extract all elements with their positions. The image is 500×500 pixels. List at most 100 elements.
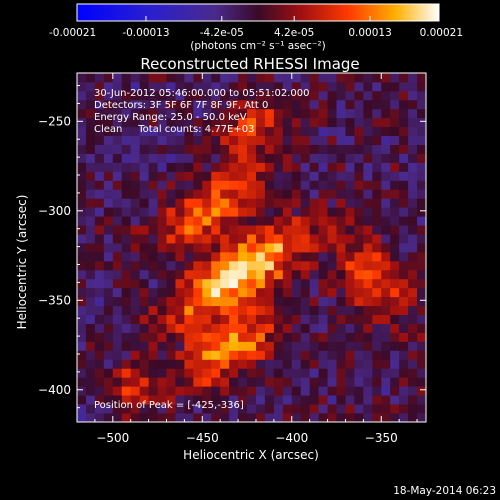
heatmap-cell (345, 99, 355, 110)
heatmap-cell (229, 99, 239, 110)
heatmap-cell (408, 314, 418, 324)
heatmap-cell (408, 144, 418, 154)
heatmap-cell (130, 251, 141, 262)
heatmap-cell (327, 278, 337, 289)
heatmap-cell (345, 234, 355, 244)
heatmap-cell (184, 99, 194, 110)
heatmap-cell (399, 81, 409, 92)
heatmap-cell (354, 404, 364, 414)
heatmap-cell (112, 207, 123, 217)
heatmap-cell (77, 216, 87, 226)
heatmap-cell (408, 81, 418, 92)
heatmap-cell (175, 296, 185, 307)
heatmap-cell (247, 135, 257, 145)
heatmap-cell (77, 234, 87, 244)
heatmap-cell (175, 144, 185, 154)
heatmap-cell (300, 305, 311, 316)
heatmap-cell (175, 287, 185, 298)
heatmap-cell (318, 395, 328, 405)
heatmap-cell (130, 234, 141, 244)
heatmap-cell (363, 108, 373, 119)
heatmap-cell (157, 323, 167, 333)
heatmap-cell (417, 162, 427, 172)
heatmap-cell (336, 323, 346, 333)
heatmap-cell (327, 359, 337, 369)
heatmap-cell (381, 73, 391, 83)
heatmap-cell (166, 171, 176, 181)
heatmap-cell (175, 404, 185, 414)
heatmap-cell (273, 377, 284, 387)
heatmap-cell (148, 314, 158, 324)
heatmap-cell (85, 189, 96, 199)
heatmap-cell (247, 153, 257, 163)
heatmap-cell (273, 341, 284, 351)
heatmap-cell (255, 117, 266, 128)
heatmap-cell (166, 359, 176, 369)
heatmap-cell (112, 287, 123, 298)
heatmap-cell (94, 198, 105, 208)
heatmap-cell (94, 404, 105, 414)
heatmap-cell (103, 305, 114, 316)
heatmap-cell (273, 153, 284, 163)
heatmap-cell (264, 216, 275, 226)
heatmap-cell (417, 251, 427, 262)
heatmap-cell (282, 207, 293, 217)
heatmap-cell (85, 269, 96, 280)
heatmap-cell (85, 305, 96, 316)
heatmap-cell (255, 341, 266, 351)
heatmap-cell (273, 225, 284, 235)
heatmap-cell (255, 135, 266, 145)
heatmap-cell (121, 135, 132, 145)
heatmap-cell (139, 251, 149, 262)
heatmap-cell (157, 377, 167, 387)
heatmap-cell (157, 81, 167, 92)
heatmap-cell (139, 395, 149, 405)
heatmap-cell (202, 126, 212, 137)
heatmap-cell (309, 225, 320, 235)
heatmap-cell (166, 368, 176, 378)
heatmap-cell (112, 189, 123, 199)
heatmap-cell (103, 350, 114, 360)
heatmap-cell (363, 377, 373, 387)
heatmap-cell (408, 171, 418, 181)
heatmap-cell (336, 350, 346, 360)
heatmap-cell (282, 162, 293, 172)
heatmap-cell (255, 314, 266, 324)
heatmap-cell (282, 198, 293, 208)
heatmap-cell (363, 144, 373, 154)
heatmap-cell (408, 135, 418, 145)
heatmap-cell (166, 108, 176, 119)
heatmap-cell (238, 368, 248, 378)
heatmap-cell (148, 117, 158, 128)
heatmap-cell (139, 287, 149, 298)
heatmap-cell (148, 368, 158, 378)
heatmap-cell (381, 225, 391, 235)
heatmap-cell (229, 305, 239, 316)
heatmap-cell (202, 368, 212, 378)
heatmap-cell (139, 162, 149, 172)
heatmap-cell (220, 332, 230, 342)
heatmap-cell (85, 180, 96, 190)
heatmap-cell (318, 323, 328, 333)
heatmap-cell (354, 341, 364, 351)
plot-area: −500 −450 −400 −350−250−300−350−400 30-Jun-… (38, 72, 427, 445)
heatmap-cell (220, 323, 230, 333)
heatmap-cell (336, 278, 346, 289)
heatmap-cell (175, 386, 185, 396)
heatmap-cell (255, 171, 266, 181)
heatmap-cell (184, 216, 194, 226)
heatmap-cell (211, 413, 221, 423)
heatmap-cell (327, 234, 337, 244)
heatmap-cell (139, 73, 149, 83)
heatmap-cell (193, 135, 203, 145)
heatmap-cell (372, 99, 382, 110)
heatmap-cell (77, 287, 87, 298)
heatmap-cell (363, 332, 373, 342)
heatmap-cell (336, 207, 346, 217)
heatmap-cell (282, 404, 293, 414)
heatmap-cell (372, 117, 382, 128)
heatmap-cell (255, 126, 266, 137)
heatmap-cell (247, 216, 257, 226)
heatmap-cell (112, 180, 123, 190)
heatmap-cell (345, 296, 355, 307)
